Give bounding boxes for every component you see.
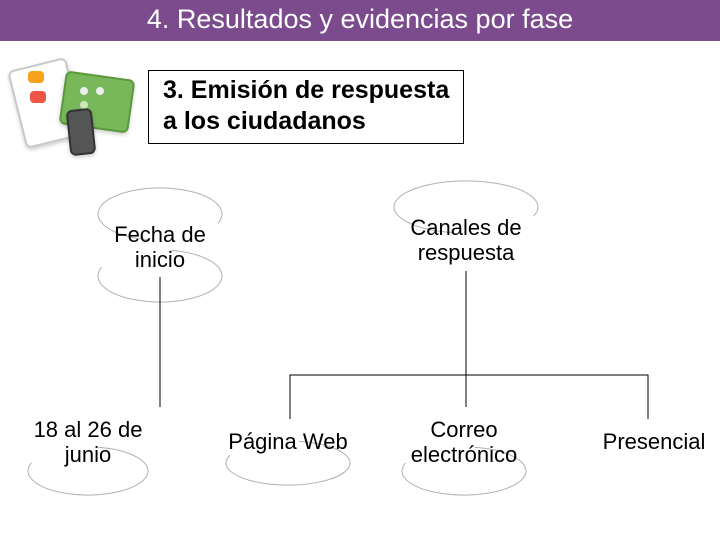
node-correo: Correoelectrónico — [389, 417, 539, 468]
subheader-line-1: 3. Emisión de respuesta — [163, 76, 449, 104]
node-label: Página Web — [213, 429, 363, 454]
devices-illustration — [10, 57, 150, 157]
header-bar: 4. Resultados y evidencias por fase — [0, 0, 720, 41]
process-diagram: Fecha deinicio Canales derespuesta 18 al 2… — [0, 157, 720, 527]
node-label: Correo — [389, 417, 539, 442]
node-presencial: Presencial — [588, 429, 720, 454]
node-label: Canales de — [386, 215, 546, 240]
node-label: respuesta — [386, 240, 546, 265]
node-fecha: Fecha deinicio — [90, 222, 230, 273]
node-label: Presencial — [588, 429, 720, 454]
node-label: junio — [18, 442, 158, 467]
header-title: 4. Resultados y evidencias por fase — [147, 4, 573, 34]
node-label: inicio — [90, 247, 230, 272]
edge-canales-web — [290, 271, 466, 419]
subheader-line-2: a los ciudadanos — [163, 107, 366, 135]
edge-canales-presencial — [466, 271, 648, 419]
subheader-row: 3. Emisión de respuesta a los ciudadanos — [0, 57, 720, 157]
node-web: Página Web — [213, 429, 363, 454]
subheader-box: 3. Emisión de respuesta a los ciudadanos — [148, 70, 464, 145]
node-label: 18 al 26 de — [18, 417, 158, 442]
node-label: Fecha de — [90, 222, 230, 247]
node-dates: 18 al 26 dejunio — [18, 417, 158, 468]
node-canales: Canales derespuesta — [386, 215, 546, 266]
node-label: electrónico — [389, 442, 539, 467]
